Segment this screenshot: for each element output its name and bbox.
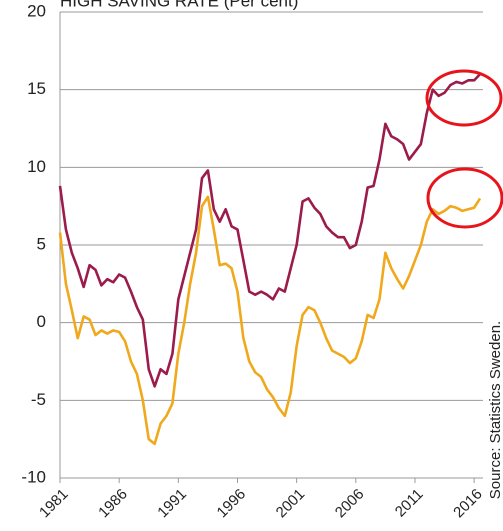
y-tick-label: 10	[27, 157, 46, 176]
source-note: Source: Statistics Sweden.	[487, 321, 503, 499]
y-tick-label: 15	[27, 79, 46, 98]
x-tick-label: 1986	[95, 486, 131, 522]
y-tick-label: 5	[37, 234, 46, 253]
highlight-circle	[425, 69, 503, 127]
x-tick-label: 2006	[332, 486, 368, 522]
chart-title: HIGH SAVING RATE (Per cent)	[60, 0, 298, 10]
x-tick-label: 1996	[213, 486, 249, 522]
y-tick-label: -5	[31, 390, 46, 409]
x-tick-label: 1981	[36, 486, 72, 522]
y-tick-label: -10	[21, 467, 46, 486]
x-tick-label: 1991	[154, 486, 190, 522]
data-line	[58, 73, 481, 388]
plot-area: -10 -5 0 5 10 15 20 1981 1986 1991 1996 2001 2006 201…	[21, 1, 485, 521]
x-tick-label: 2001	[273, 486, 309, 522]
x-tick-label: 2016	[450, 486, 486, 522]
y-tick-label: 0	[37, 312, 46, 331]
highlight-circle	[426, 167, 503, 229]
x-tick-label: 2011	[392, 486, 427, 521]
data-line	[58, 195, 482, 446]
y-tick-label: 20	[27, 1, 46, 20]
